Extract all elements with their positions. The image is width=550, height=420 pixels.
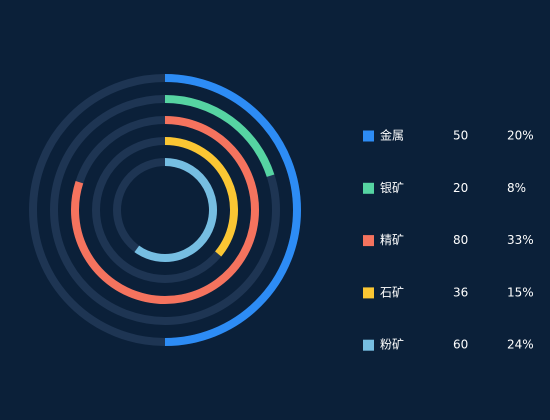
share-label: 20% xyxy=(507,129,534,143)
legend-label: 精矿 xyxy=(380,233,404,247)
legend-swatch xyxy=(363,339,374,351)
share-label: 33% xyxy=(507,233,534,247)
legend-swatch xyxy=(363,130,374,142)
ring-arc xyxy=(164,137,238,257)
legend-label: 金属 xyxy=(380,128,404,143)
legend-label: 石矿 xyxy=(380,285,404,299)
legend-label: 银矿 xyxy=(380,181,404,195)
ring-arc xyxy=(164,95,275,177)
value-label: 60 xyxy=(453,338,468,352)
value-label: 20 xyxy=(453,181,468,195)
share-label: 24% xyxy=(507,338,534,352)
ring-arc xyxy=(71,116,259,304)
ring-arc xyxy=(134,158,217,262)
legend-swatch xyxy=(363,287,374,299)
value-label: 50 xyxy=(453,129,468,143)
legend-swatch xyxy=(363,182,374,194)
value-label: 80 xyxy=(453,233,468,247)
legend-swatch xyxy=(363,235,374,247)
value-label: 36 xyxy=(453,285,468,299)
ring-arc xyxy=(164,74,301,346)
legend-label: 粉矿 xyxy=(380,338,404,352)
share-label: 8% xyxy=(507,181,526,195)
share-label: 15% xyxy=(507,285,534,299)
